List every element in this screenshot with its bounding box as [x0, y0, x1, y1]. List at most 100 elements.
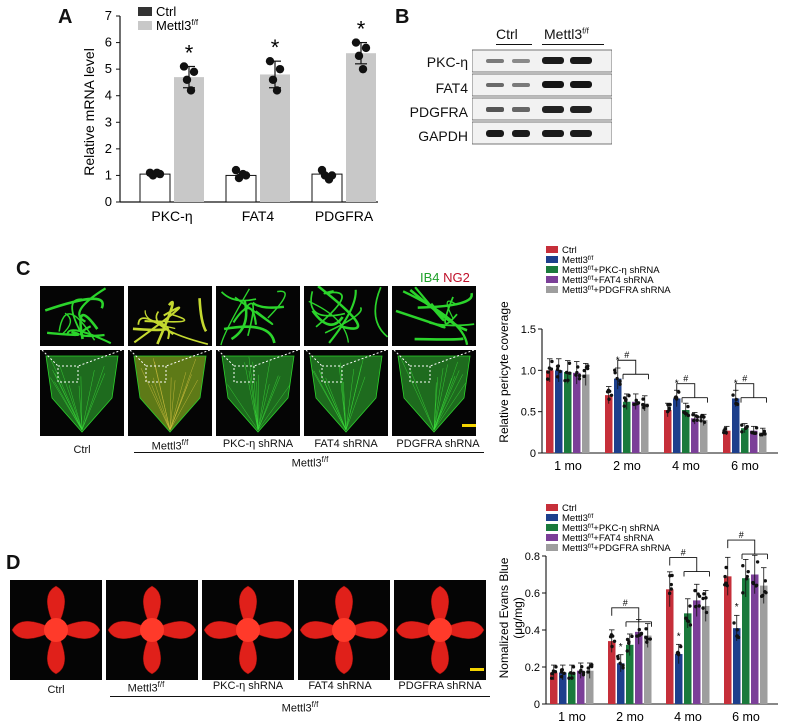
a-data-point — [152, 168, 162, 177]
c-retina-vessel — [400, 357, 435, 431]
c-zoom-box — [145, 365, 167, 383]
legend-label: Mettl3f/f+PKC-η shRNA — [562, 265, 660, 276]
c-retina-vessel — [257, 384, 270, 431]
legend-swatch-ctrl — [138, 7, 152, 16]
data-point — [743, 426, 748, 431]
a-data-point — [354, 51, 364, 61]
wb-group-mettl3: Mettl3f/f — [544, 26, 589, 42]
data-point — [627, 641, 631, 645]
ytick-label: 1.5 — [521, 324, 536, 336]
c-retina-vessel — [325, 377, 347, 431]
data-point — [608, 634, 613, 639]
c-zoom-image — [392, 286, 476, 346]
bar — [741, 428, 749, 453]
bar — [608, 641, 616, 704]
bracket — [676, 383, 696, 398]
bar — [644, 635, 652, 704]
c-vessel — [323, 290, 334, 295]
ytick-label: 0.6 — [525, 588, 540, 600]
category-label: 6 mo — [732, 710, 760, 724]
data-point — [673, 396, 678, 400]
stain-legend: IB4 NG2 — [420, 270, 470, 285]
ytick-label: 0 — [534, 699, 540, 711]
ytick-label: 0.5 — [521, 407, 536, 419]
data-point — [622, 404, 626, 408]
data-point — [618, 382, 622, 386]
bracket-sub — [741, 553, 768, 560]
c-retina-vessel — [54, 373, 83, 431]
c-retina-vessel — [152, 358, 171, 431]
data-point — [666, 403, 670, 407]
a-ytick-label: 4 — [105, 88, 112, 103]
panel-d-chart: Nomalized Evans Blue (μg/mg) CtrlMettl3f… — [497, 503, 778, 724]
c-retina-vessel — [338, 364, 347, 431]
bar — [691, 418, 699, 453]
bracket — [611, 607, 640, 622]
a-data-point — [268, 75, 278, 84]
a-data-point — [179, 62, 189, 71]
data-point — [648, 637, 652, 641]
bar — [550, 672, 558, 704]
data-point — [744, 577, 749, 581]
c-vessel — [446, 300, 457, 319]
data-point — [704, 596, 708, 600]
category-label: 2 mo — [616, 710, 644, 724]
c-vessel — [66, 329, 112, 345]
stain-ib4: IB4 — [420, 270, 440, 285]
c-vessel — [324, 306, 362, 334]
data-point — [645, 403, 649, 408]
data-point — [686, 413, 691, 418]
c-retina-vessel — [169, 372, 187, 431]
c-vessel — [71, 298, 83, 332]
a-data-point — [275, 64, 285, 74]
c-vessel — [78, 287, 107, 323]
data-point — [686, 404, 690, 409]
bar — [700, 419, 708, 453]
c-vessel — [137, 317, 174, 336]
panel-a-bars: * * * — [139, 17, 376, 203]
a-data-point — [272, 86, 282, 95]
data-point — [751, 580, 755, 585]
c-vessel — [374, 286, 389, 338]
data-point — [555, 367, 560, 372]
panel-d-bars: * # * # * # — [549, 530, 768, 704]
legend-label: Mettl3f/f+FAT4 shRNA — [562, 275, 654, 286]
c-vessel — [223, 325, 276, 344]
data-point — [558, 369, 562, 374]
wb-label-fat4: FAT4 — [435, 80, 468, 96]
bar — [751, 574, 759, 704]
panel-letter-c: C — [16, 258, 31, 280]
a-significance-star: * — [271, 35, 280, 60]
d-caption-pkc: PKC-η shRNA — [212, 680, 284, 692]
panel-d-ylabel: Nomalized Evans Blue — [497, 557, 511, 678]
c-micrograph — [216, 286, 300, 436]
bracket-sub — [740, 397, 767, 403]
c-vessel — [156, 300, 175, 345]
a-data-point — [189, 67, 199, 77]
data-point — [699, 419, 703, 423]
data-point — [701, 606, 705, 610]
bar — [546, 370, 554, 453]
data-point — [555, 375, 560, 379]
legend-swatch — [546, 256, 558, 263]
wb-row-gapdh — [472, 121, 612, 145]
c-retina-vessel — [140, 367, 171, 431]
d-scale-bar — [470, 668, 484, 671]
bracket — [735, 383, 755, 398]
data-point — [724, 581, 728, 585]
bar — [555, 370, 563, 453]
bar — [568, 672, 576, 704]
significance-hash: # — [683, 374, 688, 384]
a-data-point — [265, 56, 275, 66]
c-vessel — [317, 286, 360, 330]
data-point — [578, 670, 582, 674]
data-point — [607, 397, 611, 401]
d-caption-ctrl: Ctrl — [47, 684, 65, 696]
bar — [623, 401, 631, 453]
a-data-point — [351, 38, 361, 47]
c-retina-vessel — [81, 373, 106, 431]
legend-swatch — [546, 504, 558, 511]
c-group-line — [134, 452, 484, 453]
panel-c-bars: *#* # * # — [545, 350, 767, 453]
significance-star: * — [619, 642, 623, 653]
